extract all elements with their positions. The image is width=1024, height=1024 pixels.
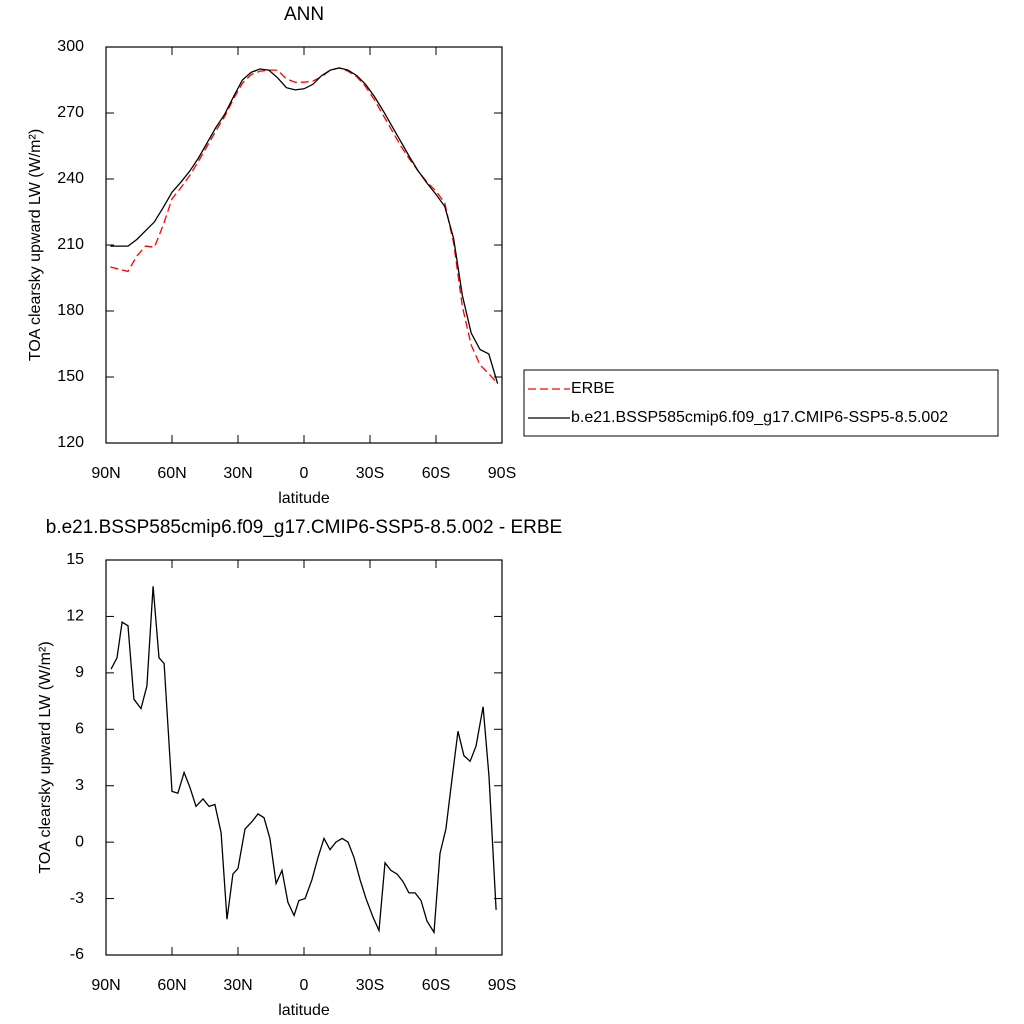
x-tick-label: 90N — [91, 977, 120, 994]
y-tick-label: 180 — [57, 302, 84, 319]
chart-title: ANN — [284, 4, 324, 25]
x-tick-label: 90S — [488, 465, 516, 482]
y-tick-label: 120 — [57, 434, 84, 451]
x-tick-label: 30S — [356, 465, 384, 482]
y-axis-label: TOA clearsky upward LW (W/m²) — [27, 129, 44, 361]
legend-label: b.e21.BSSP585cmip6.f09_g17.CMIP6-SSP5-8.… — [571, 409, 948, 426]
x-tick-label: 90N — [91, 465, 120, 482]
y-tick-label: 300 — [57, 38, 84, 55]
x-tick-label: 60S — [422, 977, 450, 994]
y-tick-label: -3 — [70, 890, 84, 907]
plot-frame — [105, 559, 503, 956]
x-tick-label: 60N — [157, 465, 186, 482]
y-tick-label: 240 — [57, 170, 84, 187]
chart-title: b.e21.BSSP585cmip6.f09_g17.CMIP6-SSP5-8.… — [46, 517, 562, 538]
x-tick-label: 90S — [488, 977, 516, 994]
x-tick-label: 0 — [300, 465, 309, 482]
y-tick-label: 270 — [57, 104, 84, 121]
legend-box — [523, 369, 999, 437]
x-tick-label: 60S — [422, 465, 450, 482]
x-tick-label: 60N — [157, 977, 186, 994]
x-tick-label: 30N — [223, 977, 252, 994]
y-axis-label: TOA clearsky upward LW (W/m²) — [37, 641, 54, 873]
y-tick-label: 6 — [75, 721, 84, 738]
y-tick-label: 0 — [75, 833, 84, 850]
y-tick-label: -6 — [70, 946, 84, 963]
y-tick-label: 3 — [75, 777, 84, 794]
x-axis-label: latitude — [278, 1002, 330, 1019]
data-line — [110, 586, 497, 935]
y-tick-label: 12 — [66, 608, 84, 625]
x-tick-label: 30S — [356, 977, 384, 994]
x-axis-label: latitude — [278, 490, 330, 507]
y-tick-label: 9 — [75, 664, 84, 681]
plot-frame — [105, 46, 503, 444]
x-tick-label: 30N — [223, 465, 252, 482]
y-tick-label: 210 — [57, 236, 84, 253]
x-tick-label: 0 — [300, 977, 309, 994]
data-line — [110, 67, 499, 385]
y-tick-label: 150 — [57, 368, 84, 385]
data-line — [110, 67, 499, 384]
legend-label: ERBE — [571, 380, 615, 397]
y-tick-label: 15 — [66, 551, 84, 568]
